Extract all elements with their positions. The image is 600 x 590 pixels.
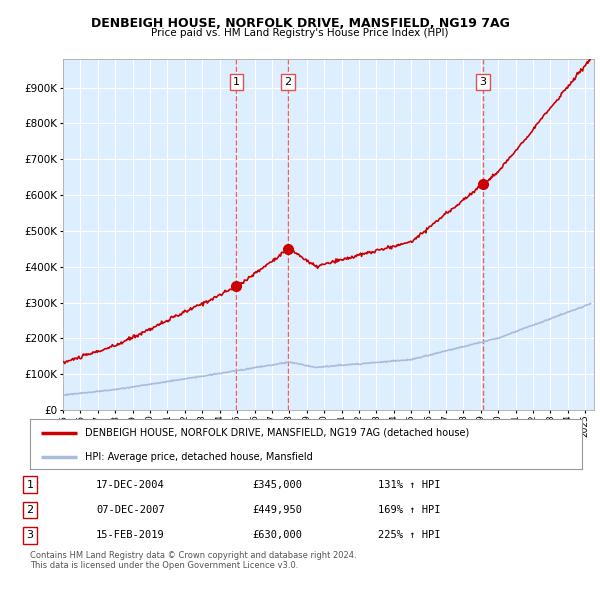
Text: DENBEIGH HOUSE, NORFOLK DRIVE, MANSFIELD, NG19 7AG: DENBEIGH HOUSE, NORFOLK DRIVE, MANSFIELD… [91, 17, 509, 30]
Text: 169% ↑ HPI: 169% ↑ HPI [378, 505, 440, 515]
Text: £449,950: £449,950 [252, 505, 302, 515]
Text: 225% ↑ HPI: 225% ↑ HPI [378, 530, 440, 540]
Text: Price paid vs. HM Land Registry's House Price Index (HPI): Price paid vs. HM Land Registry's House … [151, 28, 449, 38]
Text: £345,000: £345,000 [252, 480, 302, 490]
Text: 1: 1 [26, 480, 34, 490]
Text: 131% ↑ HPI: 131% ↑ HPI [378, 480, 440, 490]
Text: 15-FEB-2019: 15-FEB-2019 [96, 530, 165, 540]
Text: £630,000: £630,000 [252, 530, 302, 540]
Text: Contains HM Land Registry data © Crown copyright and database right 2024.
This d: Contains HM Land Registry data © Crown c… [30, 551, 356, 571]
Text: 3: 3 [479, 77, 487, 87]
Text: 07-DEC-2007: 07-DEC-2007 [96, 505, 165, 515]
Text: 3: 3 [26, 530, 34, 540]
Text: 17-DEC-2004: 17-DEC-2004 [96, 480, 165, 490]
Text: 2: 2 [284, 77, 292, 87]
Text: HPI: Average price, detached house, Mansfield: HPI: Average price, detached house, Mans… [85, 451, 313, 461]
Text: DENBEIGH HOUSE, NORFOLK DRIVE, MANSFIELD, NG19 7AG (detached house): DENBEIGH HOUSE, NORFOLK DRIVE, MANSFIELD… [85, 428, 469, 438]
Text: 1: 1 [233, 77, 240, 87]
Text: 2: 2 [26, 505, 34, 515]
